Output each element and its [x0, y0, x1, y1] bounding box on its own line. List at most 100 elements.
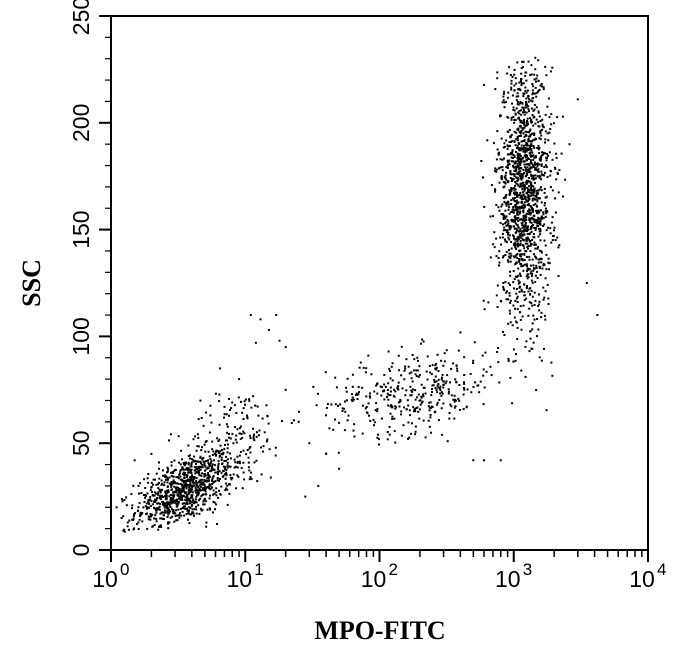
data-point: [526, 270, 528, 273]
data-point: [183, 485, 186, 488]
data-point: [508, 294, 511, 297]
data-point: [433, 378, 436, 381]
data-point: [543, 204, 546, 207]
data-point: [240, 432, 243, 435]
data-point: [518, 249, 521, 252]
data-point: [166, 466, 169, 469]
data-point: [523, 294, 526, 297]
data-point: [540, 311, 543, 314]
data-point: [519, 305, 522, 308]
data-point: [155, 509, 158, 512]
data-point: [351, 385, 354, 388]
data-point: [503, 145, 506, 148]
data-point: [434, 375, 437, 378]
data-point: [509, 252, 512, 255]
data-point: [212, 493, 215, 496]
data-point: [536, 165, 539, 168]
data-point: [533, 267, 536, 270]
data-point: [530, 289, 533, 292]
data-point: [537, 59, 540, 62]
data-point: [148, 502, 151, 505]
data-point: [188, 486, 191, 489]
data-point: [520, 222, 523, 225]
data-point: [493, 246, 496, 249]
data-point: [191, 511, 194, 514]
data-point: [226, 488, 229, 491]
data-point: [229, 409, 231, 411]
data-point: [523, 140, 526, 143]
data-point: [523, 220, 526, 223]
data-point: [536, 175, 539, 178]
data-point: [532, 194, 535, 197]
data-point: [514, 200, 517, 203]
data-point: [518, 167, 521, 170]
data-point: [529, 140, 532, 142]
data-point: [413, 410, 415, 413]
data-point: [500, 174, 503, 177]
data-point: [496, 71, 499, 74]
data-point: [386, 438, 389, 441]
data-point: [180, 449, 183, 452]
data-point: [184, 505, 186, 508]
data-point: [518, 147, 520, 150]
data-point: [351, 393, 353, 396]
data-point: [418, 374, 421, 376]
data-point: [513, 187, 516, 189]
data-point: [234, 461, 237, 464]
data-point: [529, 293, 532, 296]
data-point: [516, 139, 519, 142]
data-point: [252, 437, 255, 440]
data-point: [179, 494, 182, 497]
data-point: [539, 219, 542, 222]
data-point: [515, 82, 518, 85]
data-point: [242, 461, 245, 464]
data-point: [466, 388, 469, 391]
data-point: [215, 453, 217, 456]
data-point: [179, 469, 182, 471]
data-point: [238, 378, 241, 381]
data-point: [170, 474, 173, 477]
data-point: [535, 189, 538, 192]
data-point: [202, 500, 205, 503]
data-point: [527, 158, 530, 160]
data-point: [149, 518, 152, 521]
data-point: [200, 449, 203, 452]
data-point: [538, 249, 541, 252]
data-point: [527, 276, 530, 279]
data-point: [489, 215, 492, 218]
data-point: [527, 198, 530, 201]
data-point: [179, 475, 182, 478]
data-point: [543, 347, 545, 350]
data-point: [518, 119, 521, 121]
data-point: [524, 195, 527, 198]
data-point: [197, 418, 200, 421]
data-point: [145, 506, 148, 509]
data-point: [195, 488, 198, 491]
data-point: [515, 99, 518, 102]
data-point: [513, 227, 516, 230]
data-point: [515, 288, 518, 290]
data-point: [144, 505, 147, 508]
data-point: [247, 466, 250, 469]
data-point: [533, 166, 536, 168]
data-point: [509, 224, 512, 227]
data-point: [527, 123, 530, 126]
data-point: [185, 467, 188, 470]
data-point: [166, 506, 169, 508]
data-point: [198, 487, 201, 490]
data-point: [514, 113, 517, 116]
data-point: [208, 455, 211, 458]
data-point: [343, 429, 346, 432]
data-point: [192, 512, 195, 515]
data-point: [528, 189, 531, 191]
data-point: [525, 191, 528, 194]
data-point: [538, 356, 541, 359]
data-point: [519, 184, 522, 187]
data-point: [531, 322, 534, 325]
data-point: [425, 370, 428, 373]
data-point: [187, 467, 190, 470]
data-point: [512, 198, 515, 201]
data-point: [415, 375, 418, 378]
data-point: [496, 130, 499, 133]
data-point: [375, 402, 378, 405]
